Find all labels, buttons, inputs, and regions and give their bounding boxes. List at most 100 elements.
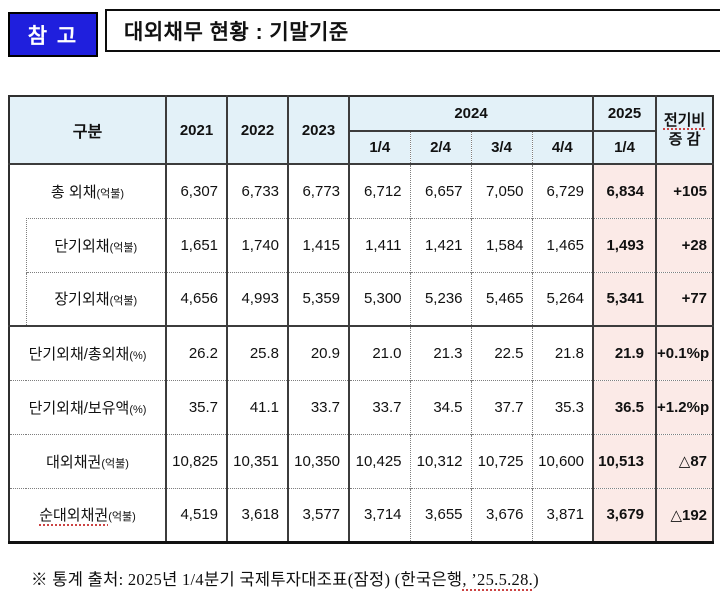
row-label-text: 총 외채 bbox=[50, 183, 97, 201]
value-cell: 26.2 bbox=[165, 325, 228, 380]
footnote: ※ 통계 출처: 2025년 1/4분기 국제투자대조표(잠정) (한국은행, … bbox=[31, 566, 539, 590]
header-q2: 2/4 bbox=[409, 131, 472, 165]
value-cell: 21.0 bbox=[348, 325, 411, 380]
value-cell: 10,425 bbox=[348, 433, 411, 488]
value-cell: 6,307 bbox=[165, 164, 228, 218]
row-label: 단기외채/보유액(%) bbox=[9, 379, 167, 434]
value-cell: 5,300 bbox=[348, 271, 411, 326]
row-label-unit: (억불) bbox=[109, 241, 138, 254]
row-label-unit: (%) bbox=[129, 349, 147, 362]
value-cell: 6,773 bbox=[287, 164, 350, 218]
row-label: 총 외채(억불) bbox=[9, 164, 166, 218]
header-row-quarters: 1/4 2/4 3/4 4/4 1/4 bbox=[9, 131, 713, 165]
value-2025-cell: 3,679 bbox=[592, 487, 657, 542]
table-row: 단기외채/총외채(%) 26.2 25.8 20.9 21.0 21.3 22.5 21.8 2… bbox=[9, 325, 714, 380]
row-label: 대외채권(억불) bbox=[9, 433, 167, 488]
footnote-close-paren: ) bbox=[533, 570, 539, 589]
change-cell: +105 bbox=[655, 164, 714, 218]
value-cell: 33.7 bbox=[348, 379, 411, 434]
value-cell: 5,359 bbox=[287, 271, 350, 326]
value-cell: 35.7 bbox=[165, 379, 228, 434]
row-label-unit: (억불) bbox=[101, 457, 129, 470]
value-cell: 4,519 bbox=[165, 487, 228, 542]
header-group-2025: 2025 bbox=[592, 96, 657, 132]
value-cell: 3,577 bbox=[287, 487, 350, 542]
row-label-text: 순대외채권 bbox=[39, 507, 109, 524]
value-cell: 41.1 bbox=[226, 379, 289, 434]
value-cell: 7,050 bbox=[470, 164, 533, 218]
value-cell: 25.8 bbox=[226, 325, 289, 380]
header-q1: 1/4 bbox=[348, 131, 411, 165]
row-label-unit: (억불) bbox=[108, 511, 136, 523]
change-cell: △192 bbox=[655, 487, 714, 542]
row-label: 단기외채/총외채(%) bbox=[9, 325, 167, 380]
header-group-2024: 2024 bbox=[348, 96, 594, 132]
header-row-top: 구분 2021 2022 2023 2024 2025 전기비 증 감 bbox=[9, 96, 714, 165]
value-cell: 4,656 bbox=[165, 271, 228, 326]
value-cell: 6,712 bbox=[348, 164, 411, 218]
change-cell: +1.2%p bbox=[655, 379, 714, 434]
value-cell: 34.5 bbox=[409, 379, 472, 434]
row-label-unit: (%) bbox=[129, 403, 147, 416]
value-cell: 1,415 bbox=[287, 217, 350, 272]
table-row: 단기외채(억불) 1,651 1,740 1,415 1,411 1,421 1,584 1,… bbox=[9, 217, 714, 272]
value-cell: 1,651 bbox=[165, 217, 228, 272]
footnote-date: , ’25.5.28. bbox=[462, 570, 534, 589]
table-body: 총 외채(억불) 6,307 6,733 6,773 6,712 6,657 7,050 6,… bbox=[9, 164, 714, 542]
value-cell: 3,676 bbox=[470, 487, 533, 542]
header-gubun: 구분 bbox=[9, 96, 167, 165]
value-cell: 21.8 bbox=[531, 325, 594, 380]
reference-badge: 참 고 bbox=[8, 12, 98, 57]
value-cell: 10,312 bbox=[409, 433, 472, 488]
value-cell: 35.3 bbox=[531, 379, 594, 434]
value-cell: 10,600 bbox=[531, 433, 594, 488]
row-label-text: 단기외채/총외채 bbox=[28, 345, 130, 363]
value-2025-cell: 6,834 bbox=[592, 164, 657, 218]
value-cell: 10,350 bbox=[287, 433, 350, 488]
value-cell: 3,655 bbox=[409, 487, 472, 542]
header-year-2021: 2021 bbox=[165, 96, 228, 165]
value-cell: 5,236 bbox=[409, 271, 472, 326]
row-label: 장기외채(억불) bbox=[25, 271, 167, 326]
row-label-text: 단기외채 bbox=[54, 237, 110, 255]
value-2025-cell: 36.5 bbox=[592, 379, 657, 434]
table-row: 단기외채/보유액(%) 35.7 41.1 33.7 33.7 34.5 37.7 35.3 3… bbox=[9, 379, 714, 434]
value-cell: 10,825 bbox=[165, 433, 228, 488]
value-2025-cell: 10,513 bbox=[592, 433, 657, 488]
header-change-line1: 전기비 bbox=[663, 111, 706, 129]
header-2025-q1: 1/4 bbox=[592, 131, 657, 165]
row-label-text: 단기외채/보유액 bbox=[28, 399, 130, 417]
row-label-text: 대외채권 bbox=[46, 453, 102, 471]
value-2025-cell: 5,341 bbox=[592, 271, 657, 326]
table-row: 순대외채권(억불) 4,519 3,618 3,577 3,714 3,655 3,676 3… bbox=[9, 487, 714, 542]
value-cell: 22.5 bbox=[470, 325, 533, 380]
value-cell: 33.7 bbox=[287, 379, 350, 434]
value-cell: 3,871 bbox=[531, 487, 594, 542]
value-cell: 20.9 bbox=[287, 325, 350, 380]
title-box: 대외채무 현황 : 기말기준 bbox=[105, 9, 720, 52]
row-label: 순대외채권(억불) bbox=[9, 487, 167, 542]
header-year-2023: 2023 bbox=[287, 96, 350, 165]
footnote-text: ※ 통계 출처: 2025년 1/4분기 국제투자대조표(잠정) (한국은행 bbox=[31, 570, 463, 589]
value-cell: 37.7 bbox=[470, 379, 533, 434]
change-cell: +0.1%p bbox=[655, 325, 714, 380]
value-cell: 3,618 bbox=[226, 487, 289, 542]
value-cell: 3,714 bbox=[348, 487, 411, 542]
row-label: 단기외채(억불) bbox=[25, 217, 167, 272]
row-label-unit: (억불) bbox=[96, 187, 125, 200]
header-q4: 4/4 bbox=[531, 131, 594, 165]
table-row: 총 외채(억불) 6,307 6,733 6,773 6,712 6,657 7,050 6,… bbox=[9, 164, 714, 218]
value-cell: 1,421 bbox=[409, 217, 472, 272]
row-label-unit: (억불) bbox=[109, 295, 138, 308]
value-cell: 1,465 bbox=[531, 217, 594, 272]
table-header: 구분 2021 2022 2023 2024 2025 전기비 증 감 1/4 … bbox=[9, 96, 714, 165]
header-change-col: 전기비 증 감 bbox=[655, 96, 714, 165]
value-cell: 5,264 bbox=[531, 271, 594, 326]
value-cell: 6,657 bbox=[409, 164, 472, 218]
page-title: 대외채무 현황 : 기말기준 bbox=[124, 20, 349, 44]
change-cell: +77 bbox=[655, 271, 714, 326]
table-row: 장기외채(억불) 4,656 4,993 5,359 5,300 5,236 5,465 5,… bbox=[9, 271, 714, 326]
table-row: 대외채권(억불) 10,825 10,351 10,350 10,425 10,312 10… bbox=[9, 433, 714, 488]
value-cell: 1,411 bbox=[348, 217, 411, 272]
header-q3: 3/4 bbox=[470, 131, 533, 165]
